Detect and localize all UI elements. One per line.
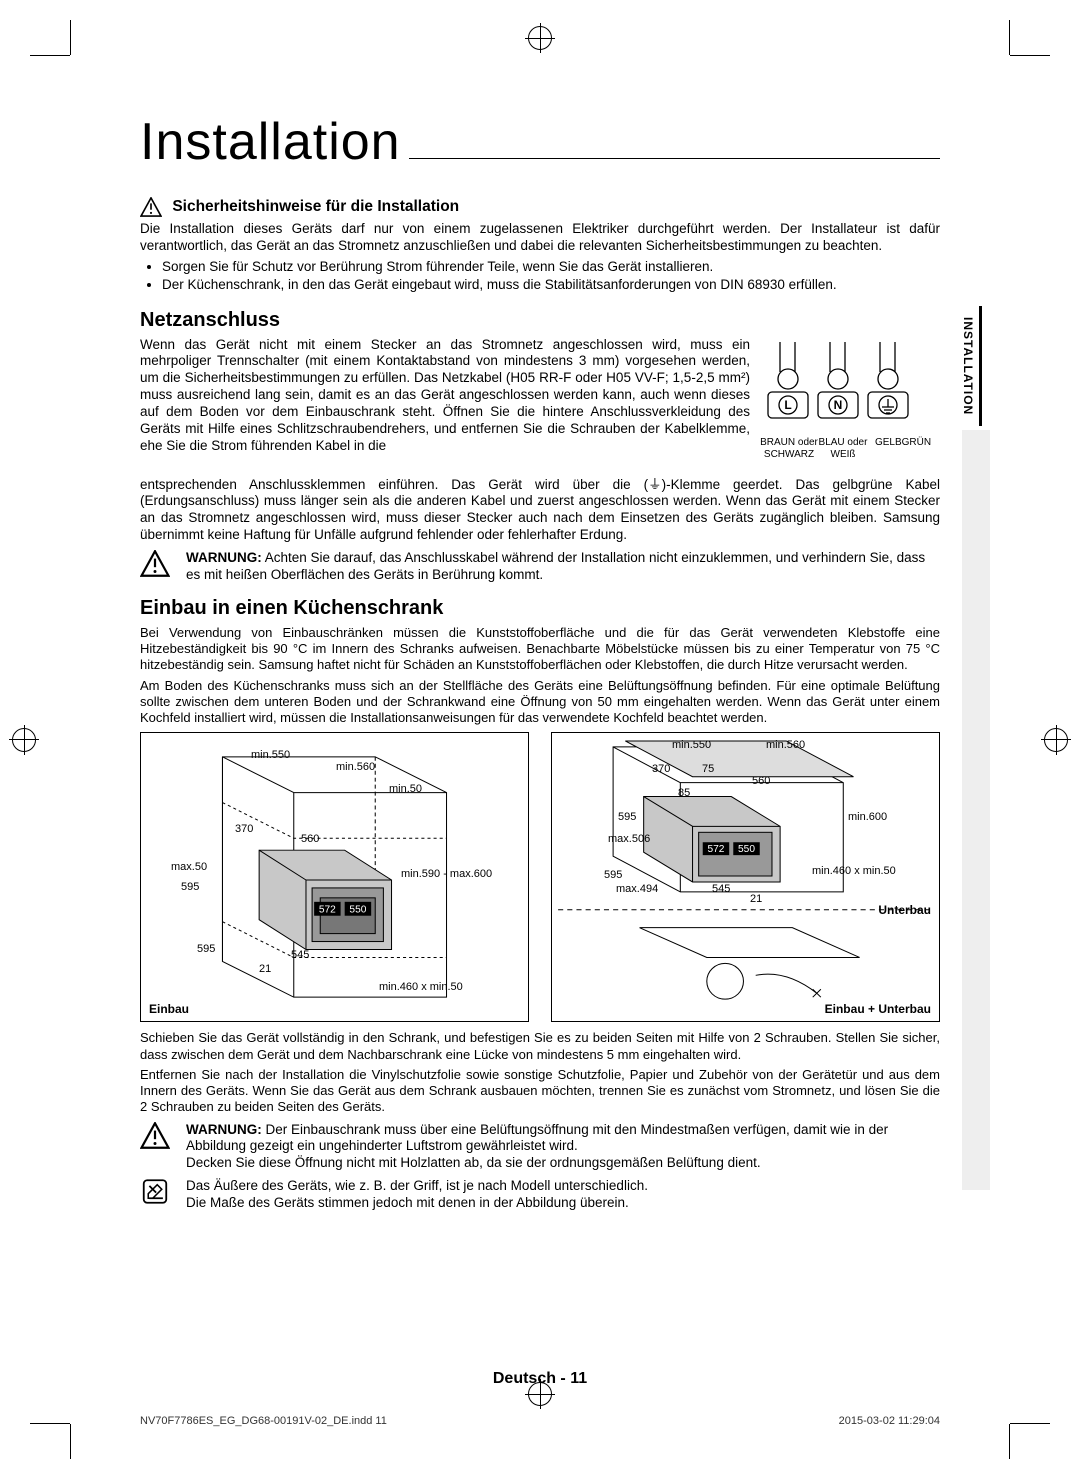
netz-body-2: entsprechenden Anschlussklemmen einführe… — [140, 477, 940, 545]
crop-mark — [30, 1423, 70, 1424]
einbau-p4: Entfernen Sie nach der Installation die … — [140, 1067, 940, 1116]
diagram-einbau: 572 550 min.550 min.560 min.50 370 560 m… — [140, 732, 529, 1022]
dim: 545 — [291, 949, 309, 963]
page-footer: Deutsch - 11 — [140, 1369, 940, 1389]
crop-mark — [1010, 55, 1050, 56]
warning-icon — [140, 197, 162, 217]
einbau-p3: Schieben Sie das Gerät vollständig in de… — [140, 1030, 940, 1063]
crop-mark — [1010, 1423, 1050, 1424]
dim: 21 — [259, 963, 271, 977]
note-icon — [140, 1178, 170, 1205]
dim: min.600 — [848, 811, 887, 825]
einbau-heading: Einbau in einen Küchenschrank — [140, 596, 940, 621]
diagram-label: Einbau — [149, 1002, 189, 1017]
registration-mark — [12, 728, 36, 752]
warning-text-2: Decken Sie diese Öffnung nicht mit Holzl… — [186, 1155, 761, 1170]
warning-text: Achten Sie darauf, das Anschlusskabel wä… — [186, 550, 925, 582]
safety-bullet: Der Küchenschrank, in den das Gerät eing… — [162, 277, 940, 294]
dim: 595 — [181, 881, 199, 895]
einbau-p2: Am Boden des Küchenschranks muss sich an… — [140, 678, 940, 727]
page-content: Installation Sicherheitshinweise für die… — [140, 110, 940, 1389]
print-file: NV70F7786ES_EG_DG68-00191V-02_DE.indd 11 — [140, 1415, 387, 1427]
svg-text:572: 572 — [707, 845, 724, 856]
svg-text:550: 550 — [738, 845, 755, 856]
side-tab-label: INSTALLATION — [964, 306, 982, 426]
crop-mark — [70, 20, 71, 55]
page-title-row: Installation — [140, 110, 940, 175]
safety-heading: Sicherheitshinweise für die Installation — [140, 197, 940, 217]
side-tab-gray — [962, 430, 990, 1190]
warning-label: WARNUNG: — [186, 550, 262, 565]
safety-heading-text: Sicherheitshinweise für die Installation — [172, 198, 459, 215]
wire-label-brown: BRAUN oder SCHWARZ — [754, 437, 824, 462]
dim: 85 — [678, 787, 690, 801]
crop-mark — [30, 55, 70, 56]
netz-heading: Netzanschluss — [140, 308, 940, 333]
svg-text:572: 572 — [319, 905, 336, 916]
dim: min.560 — [336, 761, 375, 775]
dim: min.460 x min.50 — [812, 865, 896, 879]
diagram-unterbau: 572 550 min.550 min.560 370 75 560 85 59… — [551, 732, 940, 1022]
svg-text:N: N — [834, 398, 843, 412]
svg-text:550: 550 — [349, 905, 366, 916]
dim: min.590 - max.600 — [401, 868, 492, 882]
dim: min.460 x min.50 — [379, 981, 463, 995]
warning-text: Der Einbauschrank muss über eine Belüftu… — [186, 1122, 888, 1154]
crop-mark — [70, 1424, 71, 1459]
dim: 75 — [702, 763, 714, 777]
diagram-label-unterbau: Unterbau — [878, 903, 931, 918]
einbau-p1: Bei Verwendung von Einbauschränken müsse… — [140, 625, 940, 674]
wire-label-blue: BLAU oder WEIß — [818, 437, 868, 462]
dim: 595 — [197, 943, 215, 957]
dim: 370 — [652, 763, 670, 777]
dim: 21 — [750, 893, 762, 907]
netz-warning: WARNUNG: Achten Sie darauf, das Anschlus… — [140, 550, 940, 584]
dim: 370 — [235, 823, 253, 837]
safety-bullet: Sorgen Sie für Schutz vor Berührung Stro… — [162, 259, 940, 276]
dim: min.560 — [766, 739, 805, 753]
note-text-1: Das Äußere des Geräts, wie z. B. der Gri… — [186, 1178, 648, 1193]
print-date: 2015-03-02 11:29:04 — [839, 1415, 940, 1427]
dim: min.550 — [672, 739, 711, 753]
note-block: Das Äußere des Geräts, wie z. B. der Gri… — [140, 1178, 940, 1212]
dim: min.50 — [389, 783, 422, 797]
wiring-diagram: L N BRAUN oder SCHWARZ BLAU oder WEIß GE… — [760, 337, 940, 477]
safety-bullets: Sorgen Sie für Schutz vor Berührung Stro… — [140, 259, 940, 294]
dim: 560 — [301, 833, 319, 847]
dim: 545 — [712, 883, 730, 897]
wire-label-yellowgreen: GELBGRÜN — [870, 437, 936, 450]
warning-icon — [140, 1122, 170, 1149]
registration-mark — [1044, 728, 1068, 752]
diagram-label-combined: Einbau + Unterbau — [825, 1002, 931, 1017]
warning-icon — [140, 550, 170, 577]
dim: max.506 — [608, 833, 650, 847]
einbau-warning: WARNUNG: Der Einbauschrank muss über ein… — [140, 1122, 940, 1173]
crop-mark — [1009, 20, 1010, 55]
dim: min.550 — [251, 749, 290, 763]
title-rule — [409, 158, 940, 159]
note-text-2: Die Maße des Geräts stimmen jedoch mit d… — [186, 1195, 629, 1210]
dim: max.50 — [171, 861, 207, 875]
warning-label: WARNUNG: — [186, 1122, 262, 1137]
svg-text:L: L — [784, 398, 791, 412]
dim: 595 — [618, 811, 636, 825]
dim: 560 — [752, 775, 770, 789]
dim: max.494 — [616, 883, 658, 897]
registration-mark — [528, 26, 552, 50]
print-footer: NV70F7786ES_EG_DG68-00191V-02_DE.indd 11… — [140, 1415, 940, 1427]
crop-mark — [1009, 1424, 1010, 1459]
page-title: Installation — [140, 110, 409, 175]
safety-intro: Die Installation dieses Geräts darf nur … — [140, 221, 940, 255]
diagram-row: 572 550 min.550 min.560 min.50 370 560 m… — [140, 732, 940, 1022]
dim: 595 — [604, 869, 622, 883]
